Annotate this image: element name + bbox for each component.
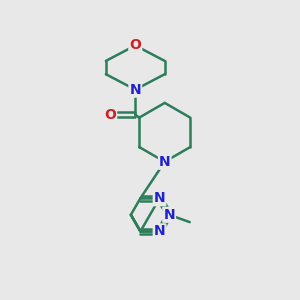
Text: N: N — [154, 191, 165, 205]
Text: O: O — [129, 38, 141, 52]
Text: N: N — [130, 82, 141, 97]
Text: N: N — [154, 224, 165, 239]
Text: O: O — [104, 108, 116, 122]
Text: N: N — [163, 208, 175, 222]
Text: N: N — [159, 155, 170, 169]
